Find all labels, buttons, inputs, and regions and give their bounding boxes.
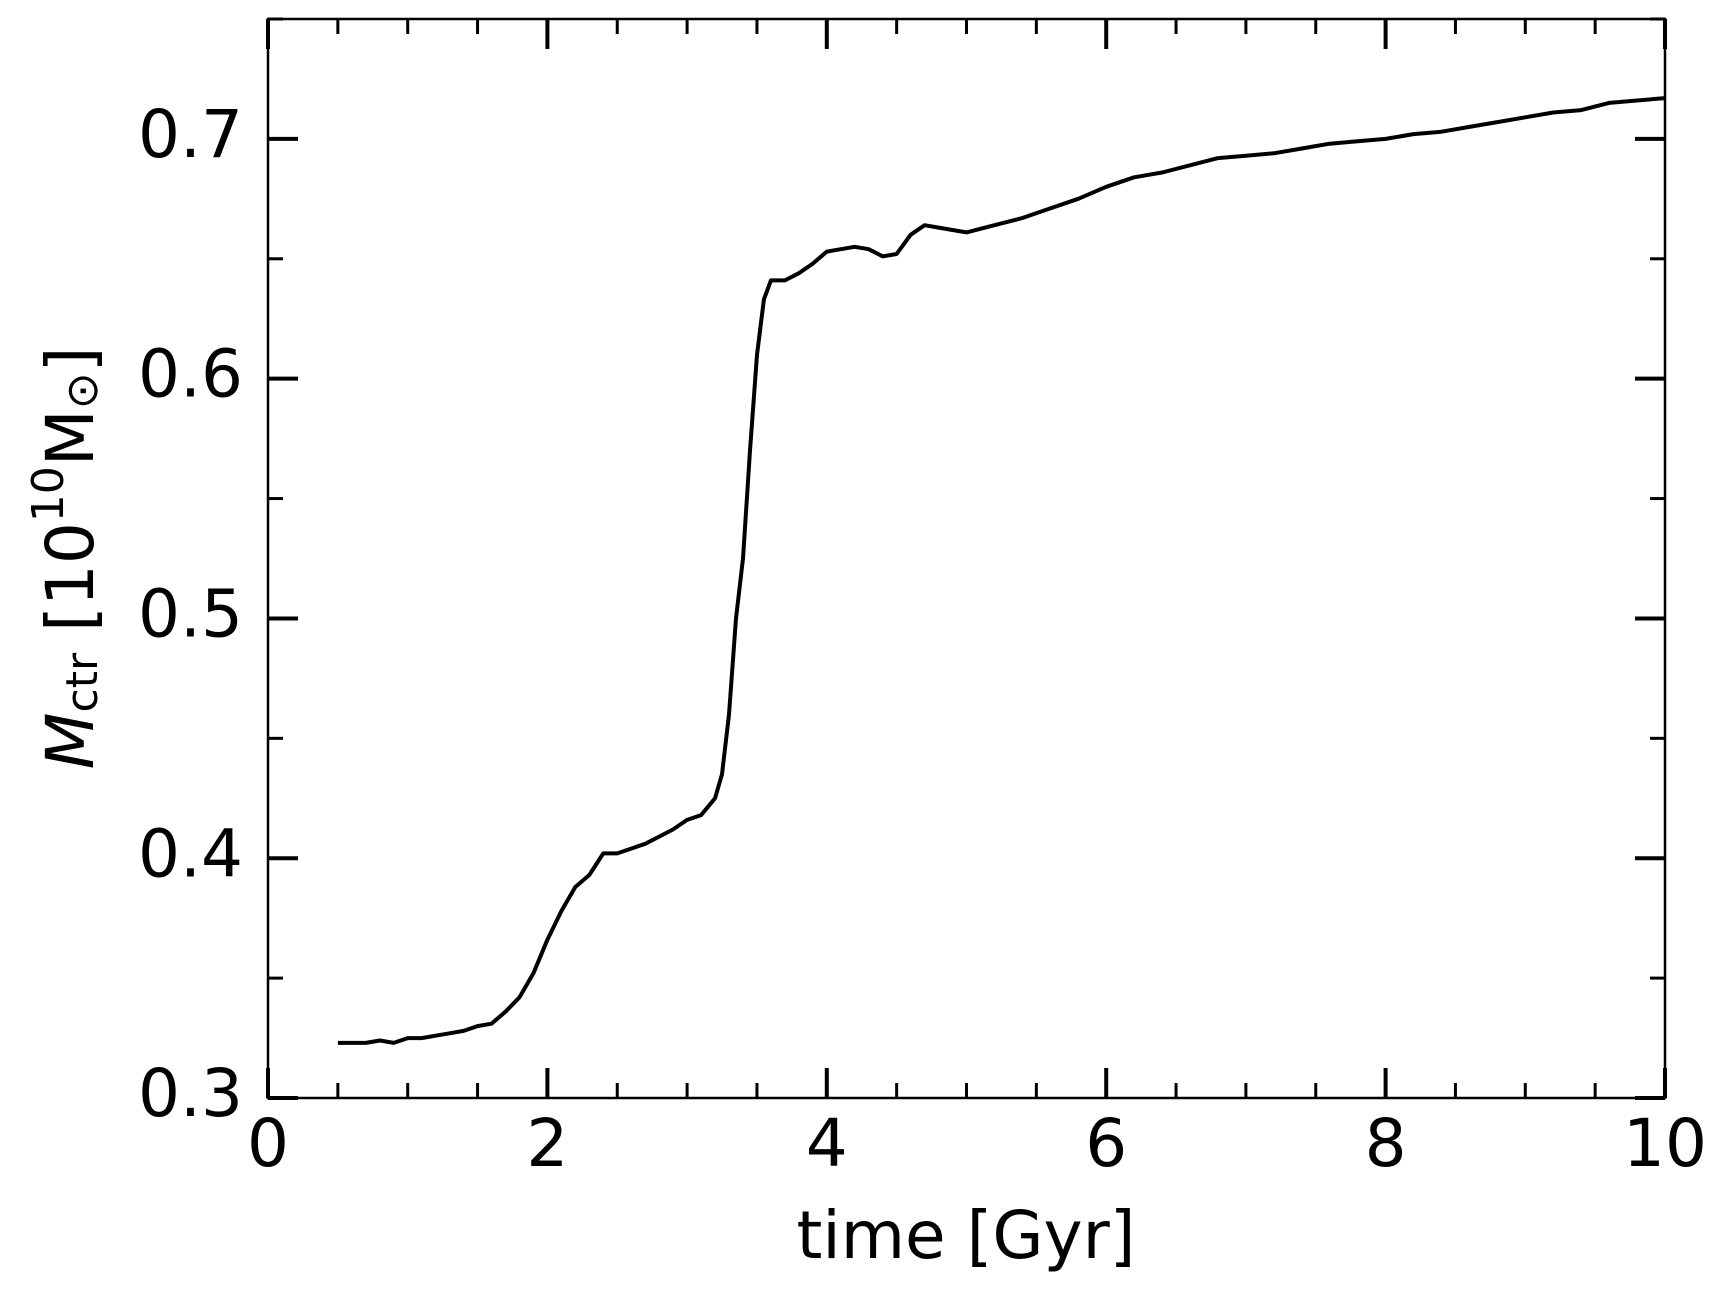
y-label-sun: ⊙ (57, 372, 108, 409)
x-tick-label: 4 (806, 1105, 848, 1182)
y-tick-label: 0.5 (138, 576, 243, 653)
data-line (337, 96, 1666, 1045)
x-axis-label: time [Gyr] (797, 1197, 1136, 1274)
plot-frame (266, 17, 1667, 1100)
y-tick-label: 0.6 (138, 336, 243, 413)
y-label-power: 10 (23, 466, 74, 522)
x-tick-label: 6 (1085, 1105, 1127, 1182)
y-label-bracket: ] (32, 347, 109, 373)
x-tick-label: 2 (526, 1105, 568, 1182)
y-tick-label: 0.4 (138, 815, 243, 892)
y-tick-label: 0.3 (138, 1055, 243, 1132)
y-label-unit: M (32, 409, 109, 466)
y-label-subscript: ctr (57, 652, 108, 712)
x-tick-label: 8 (1365, 1105, 1407, 1182)
y-axis-label: Mctr [1010M⊙] (23, 347, 109, 770)
y-tick-label: 0.7 (138, 96, 243, 173)
y-label-unit: [10 (32, 522, 109, 653)
x-tick-label: 0 (247, 1105, 289, 1182)
x-tick-label: 10 (1623, 1105, 1707, 1182)
y-label-symbol: M (32, 712, 109, 769)
